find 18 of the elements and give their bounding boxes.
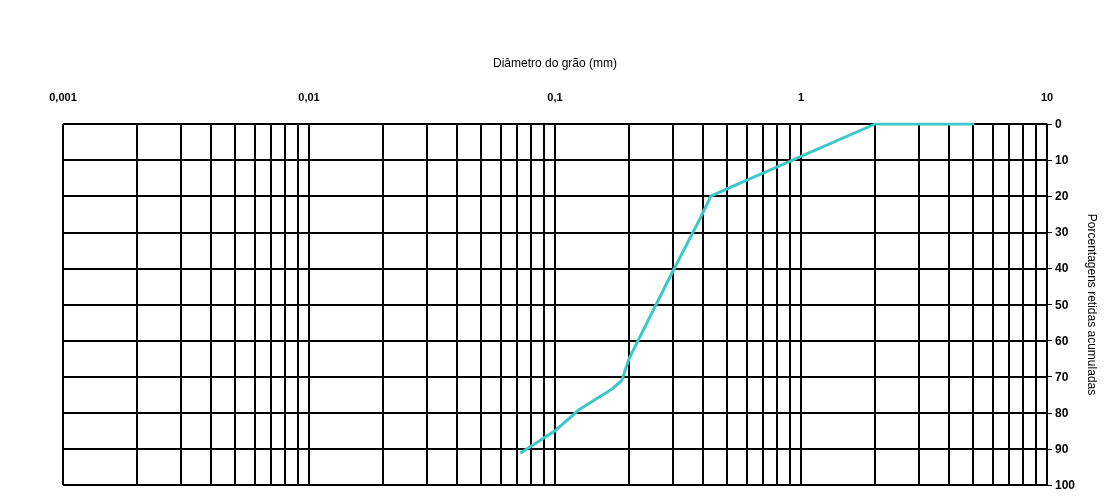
y-tick-label: 60 [1055, 333, 1069, 348]
y-tick-label: 10 [1055, 153, 1069, 168]
x-tick-label: 0,1 [547, 90, 563, 103]
y-tick-label: 90 [1055, 441, 1069, 456]
y-tick-label: 40 [1055, 261, 1069, 276]
y-tick-label: 0 [1055, 117, 1062, 131]
y-tick-label: 70 [1055, 369, 1069, 384]
y-tick-label: 30 [1055, 225, 1069, 240]
y-tick-label: 20 [1055, 189, 1069, 204]
y-tick-label: 100 [1055, 478, 1076, 492]
x-tick-label: 1 [797, 90, 805, 103]
x-tick-label: 10 [1040, 90, 1054, 103]
x-axis-title: Diâmetro do grão (mm) [492, 56, 618, 70]
y-tick-label: 50 [1055, 297, 1069, 312]
y-tick-label: 80 [1055, 405, 1069, 420]
x-tick-label: 0,001 [49, 90, 77, 103]
x-tick-label: 0,01 [298, 90, 320, 103]
y-axis-title: Porcentagens retidas acumuladas [1084, 213, 1099, 396]
